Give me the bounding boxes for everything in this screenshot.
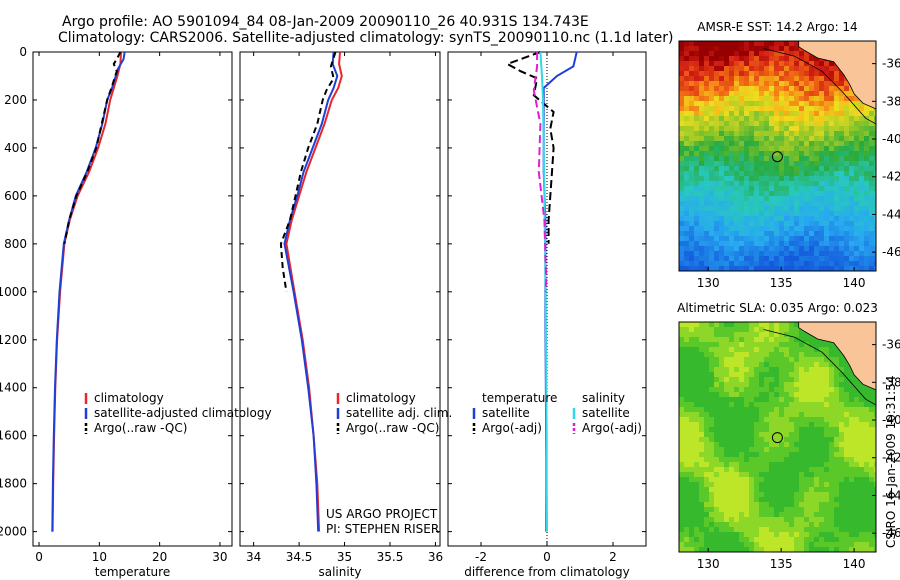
map-x-tick-label: 130: [697, 276, 720, 290]
map-frame: [678, 40, 877, 272]
x-tick-label: 36: [428, 550, 443, 564]
x-axis-label: temperature: [95, 565, 170, 579]
y-tick-label: 1200: [0, 333, 27, 347]
y-tick-label: 0: [19, 45, 27, 59]
x-tick-label: 35: [337, 550, 352, 564]
x-tick-label: 35.5: [377, 550, 404, 564]
legend-label: climatology: [94, 391, 164, 405]
legend-label: Argo(..raw -QC): [94, 421, 187, 435]
series-line-salinity-argo-adj-: [532, 52, 548, 292]
y-tick-label: 1600: [0, 429, 27, 443]
x-tick-label: 2: [609, 550, 617, 564]
x-tick-label: 10: [92, 550, 107, 564]
series-line-satellite-adjusted-climatology: [51, 51, 126, 532]
map-y-tick-label: -44: [882, 207, 900, 221]
temperature-panel-frame: [32, 51, 233, 547]
figure-subtitle: Climatology: CARS2006. Satellite-adjuste…: [58, 30, 674, 46]
x-tick-label: 20: [152, 550, 167, 564]
legend-header: temperature: [482, 391, 557, 405]
series-line-temperature-argo-adj-: [504, 51, 555, 244]
pi-credit: PI: STEPHEN RISER: [326, 522, 440, 536]
map-y-tick-label: -38: [882, 375, 900, 389]
shelf-contour: [763, 329, 877, 406]
series-line-argo-raw-qc-: [279, 51, 337, 292]
map-y-tick-label: -46: [882, 526, 900, 540]
x-axis-label: difference from climatology: [464, 565, 630, 579]
x-tick-label: 0: [543, 550, 551, 564]
map-y-tick-label: -46: [882, 245, 900, 259]
map-x-tick-label: 130: [697, 557, 720, 571]
salinity-panel-frame: [239, 51, 441, 547]
project-credit: US ARGO PROJECT: [326, 507, 438, 521]
map-y-tick-label: -44: [882, 488, 900, 502]
series-line-temperature-satellite: [542, 51, 578, 532]
y-tick-label: 600: [4, 189, 27, 203]
map-y-tick-label: -42: [882, 170, 900, 184]
map-x-tick-label: 135: [770, 557, 793, 571]
map-y-tick-label: -36: [882, 338, 900, 352]
map-y-tick-label: -38: [882, 94, 900, 108]
map-frame: [678, 321, 877, 553]
legend-label: satellite: [482, 406, 530, 420]
map-y-tick-label: -40: [882, 413, 900, 427]
map-title: AMSR-E SST: 14.2 Argo: 14: [697, 20, 857, 34]
figure-title: Argo profile: AO 5901094_84 08-Jan-2009 …: [62, 14, 589, 30]
map-title: Altimetric SLA: 0.035 Argo: 0.023: [677, 301, 878, 315]
series-line-satellite-adj-clim-: [283, 51, 339, 532]
series-line-climatology: [51, 51, 122, 532]
legend-label: satellite: [582, 406, 630, 420]
legend-label: climatology: [346, 391, 416, 405]
x-tick-label: 34: [246, 550, 261, 564]
map-x-tick-label: 140: [843, 276, 866, 290]
legend-label: Argo(..raw -QC): [346, 421, 439, 435]
y-tick-label: 1400: [0, 381, 27, 395]
series-line-argo-raw-qc-: [63, 51, 122, 244]
y-tick-label: 1000: [0, 285, 27, 299]
argo-location-marker: [771, 151, 783, 163]
y-tick-label: 1800: [0, 477, 27, 491]
map-x-tick-label: 140: [843, 557, 866, 571]
y-tick-label: 800: [4, 237, 27, 251]
legend-label: satellite adj. clim.: [346, 406, 452, 420]
x-tick-label: 30: [212, 550, 227, 564]
x-tick-label: -2: [475, 550, 487, 564]
legend-label: satellite-adjusted climatology: [94, 406, 272, 420]
x-tick-label: 34.5: [286, 550, 313, 564]
x-tick-label: 0: [35, 550, 43, 564]
map-y-tick-label: -42: [882, 451, 900, 465]
sla-heatmap-cells: [679, 322, 876, 552]
y-tick-label: 200: [4, 93, 27, 107]
map-x-tick-label: 135: [770, 276, 793, 290]
y-tick-label: 400: [4, 141, 27, 155]
legend-label: Argo(-adj): [482, 421, 542, 435]
timestamp-stamp: CSIRO 16-Jan-2009 10:31:54: [884, 375, 898, 548]
y-tick-label: 2000: [0, 525, 27, 539]
map-y-tick-label: -40: [882, 132, 900, 146]
legend-label: Argo(-adj): [582, 421, 642, 435]
map-y-tick-label: -36: [882, 57, 900, 71]
argo-location-marker: [771, 432, 783, 444]
legend-header: salinity: [582, 391, 625, 405]
shelf-contour: [763, 48, 877, 125]
x-axis-label: salinity: [318, 565, 361, 579]
